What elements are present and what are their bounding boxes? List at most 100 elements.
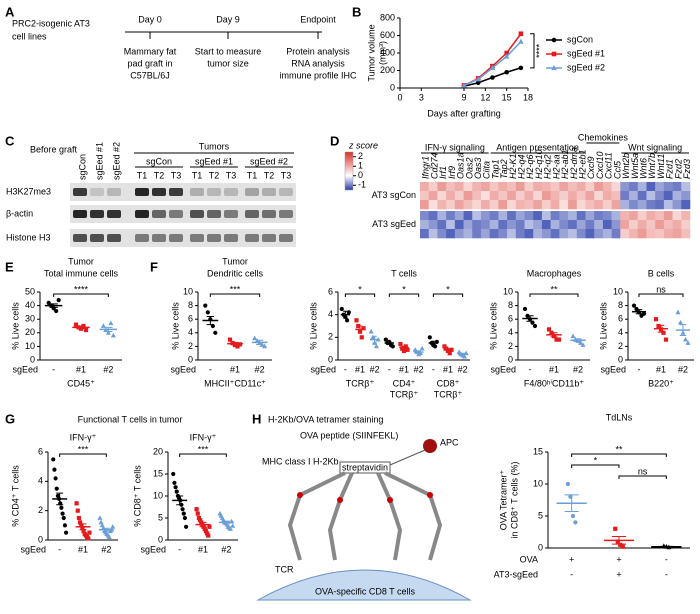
point	[641, 311, 647, 316]
gene-label: Ccl5	[612, 160, 622, 179]
heatmap-cell	[611, 220, 621, 230]
heatmap-cell	[507, 220, 517, 230]
point	[554, 337, 559, 342]
point	[196, 515, 202, 521]
error-bar	[56, 492, 64, 506]
heatmap-cell	[585, 182, 595, 192]
heatmap-cell	[637, 182, 647, 192]
point	[79, 523, 84, 528]
y-tick-label: 2	[618, 341, 623, 351]
point	[80, 526, 85, 531]
y-tick-label: 2	[188, 341, 193, 351]
colorbar-tick-label: 1	[358, 161, 363, 171]
heatmap-cell	[594, 220, 604, 230]
heatmap-cell	[550, 229, 560, 239]
heatmap-cell	[663, 211, 673, 221]
heatmap-cell	[446, 211, 456, 221]
lane-label: T3	[226, 170, 237, 180]
point	[401, 348, 407, 354]
point	[373, 343, 379, 349]
y-tick-label: 10	[183, 286, 193, 296]
x-tick-label: -	[58, 544, 61, 554]
significance-label: *	[358, 284, 362, 294]
gene-label: H2-q6	[525, 154, 535, 179]
step-label: Day 0	[138, 14, 162, 24]
point	[195, 511, 200, 516]
error-bar	[104, 326, 113, 332]
point	[504, 69, 509, 75]
gene-label: Fzd2	[673, 159, 683, 179]
band	[190, 188, 204, 196]
heatmap-cell	[420, 191, 430, 201]
x-axis-label: sgEed	[20, 544, 46, 554]
heatmap-cell	[541, 191, 551, 201]
heatmap-cell	[646, 220, 656, 230]
blot-row-label: Histone H3	[6, 232, 51, 242]
band	[207, 210, 221, 218]
heatmap-cell	[446, 220, 456, 230]
heatmap-cell	[646, 182, 656, 192]
heatmap-cell	[655, 229, 665, 239]
band	[245, 234, 259, 242]
heatmap-cell	[576, 182, 586, 192]
x-tick-label: -	[52, 364, 55, 374]
point	[461, 82, 467, 88]
x-axis-label: Days after grafting	[427, 108, 501, 118]
heatmap-cell	[594, 200, 604, 210]
error-bar	[526, 315, 534, 322]
heatmap-cell	[559, 220, 569, 230]
peptide-label: OVA peptide (SIINFEKL)	[300, 430, 398, 440]
heatmap-cell	[550, 220, 560, 230]
point	[503, 53, 510, 59]
y-tick-label: 0	[618, 354, 623, 364]
step-label: Endpoint	[300, 14, 336, 24]
error-bar	[635, 309, 643, 315]
point	[518, 38, 524, 44]
error-bar	[357, 325, 363, 334]
heatmap-cell	[480, 229, 490, 239]
gene-label: H2-q10	[534, 149, 544, 179]
point	[442, 344, 447, 349]
point	[419, 345, 425, 351]
band	[224, 234, 238, 242]
streptavidin-box	[339, 461, 391, 474]
gene-label: Tap2	[499, 159, 509, 179]
gene-label: Cxcl11	[604, 152, 614, 179]
heatmap-cell	[454, 200, 464, 210]
blot-title: Before graft	[30, 144, 78, 154]
gene-label: Ifngr1	[421, 156, 431, 179]
step-text: tumor size	[207, 58, 249, 68]
y-tick-label: 4	[188, 327, 193, 337]
x-tick-label: #2	[103, 364, 113, 374]
point	[620, 544, 625, 549]
point	[344, 318, 350, 323]
chart-title: Tumor	[68, 256, 94, 266]
error-bar	[611, 535, 627, 545]
x-tick-label: 0	[397, 92, 402, 102]
gene-label: Oas3	[473, 157, 483, 179]
y-tick-label: 0	[328, 354, 333, 364]
band	[279, 188, 293, 196]
x-tick-label: #2	[255, 364, 265, 374]
heatmap-cell	[507, 229, 517, 239]
heatmap-cell	[568, 229, 578, 239]
point	[230, 523, 236, 528]
point	[54, 486, 59, 491]
heatmap-cell	[428, 229, 438, 239]
point	[52, 467, 57, 472]
heatmap-cell	[646, 191, 656, 201]
legend-label: sgEed #2	[567, 62, 605, 72]
heatmap-cell	[681, 211, 691, 221]
heatmap-cell	[428, 200, 438, 210]
gene-label: Wnt5a	[630, 153, 640, 179]
heatmap-cell	[533, 182, 543, 192]
error-bar	[574, 338, 582, 343]
point	[106, 534, 112, 539]
point	[54, 308, 59, 314]
heatmap-cell	[681, 200, 691, 210]
band	[73, 210, 87, 218]
point	[656, 323, 661, 329]
error-bar	[401, 345, 407, 350]
y-tick-label: 800	[380, 12, 395, 22]
